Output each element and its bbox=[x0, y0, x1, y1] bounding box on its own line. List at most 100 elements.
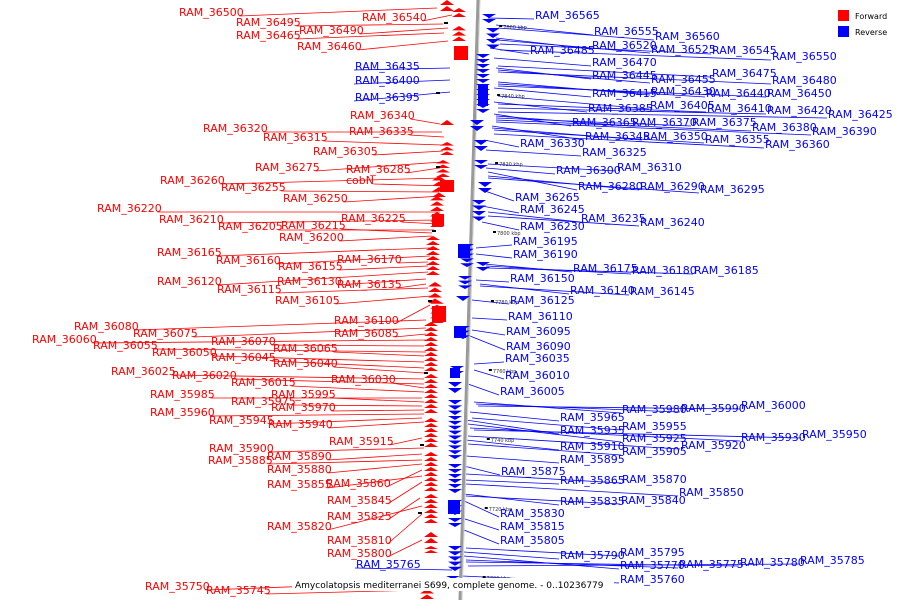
reverse-gene-label[interactable]: RAM_35930 bbox=[741, 431, 806, 444]
reverse-gene-label[interactable]: RAM_35905 bbox=[622, 445, 687, 458]
forward-gene-label[interactable]: RAM_36540 bbox=[362, 11, 427, 24]
reverse-gene-label[interactable]: RAM_36435 bbox=[355, 60, 420, 73]
reverse-gene-label[interactable]: RAM_36310 bbox=[617, 161, 682, 174]
reverse-gene-label[interactable]: RAM_35770 bbox=[620, 559, 685, 572]
forward-gene-label[interactable]: RAM_36340 bbox=[350, 109, 415, 122]
reverse-gene-label[interactable]: RAM_36180 bbox=[632, 264, 697, 277]
reverse-gene-label[interactable]: RAM_35920 bbox=[681, 439, 746, 452]
reverse-gene-label[interactable]: RAM_35805 bbox=[500, 534, 565, 547]
forward-gene-label[interactable]: RAM_35845 bbox=[327, 494, 392, 507]
forward-gene-label[interactable]: RAM_35880 bbox=[267, 463, 332, 476]
forward-gene-label[interactable]: RAM_35975 bbox=[231, 395, 296, 408]
forward-gene-label[interactable]: RAM_36275 bbox=[255, 161, 320, 174]
reverse-gene-label[interactable]: RAM_36410 bbox=[707, 102, 772, 115]
reverse-gene-label[interactable]: RAM_36150 bbox=[510, 272, 575, 285]
reverse-gene-label[interactable]: RAM_35955 bbox=[622, 420, 687, 433]
forward-gene-label[interactable]: RAM_36500 bbox=[179, 6, 244, 19]
reverse-gene-label[interactable]: RAM_35835 bbox=[560, 495, 625, 508]
forward-gene-label[interactable]: RAM_35940 bbox=[268, 418, 333, 431]
reverse-gene-label[interactable]: RAM_36455 bbox=[651, 73, 716, 86]
reverse-gene-label[interactable]: RAM_35980 bbox=[622, 403, 687, 416]
reverse-gene-label[interactable]: RAM_36450 bbox=[767, 87, 832, 100]
reverse-gene-label[interactable]: RAM_36345 bbox=[585, 130, 650, 143]
forward-gene-label[interactable]: RAM_36080 bbox=[74, 320, 139, 333]
forward-gene-label[interactable]: RAM_35995 bbox=[271, 388, 336, 401]
forward-gene-label[interactable]: RAM_36160 bbox=[216, 254, 281, 267]
reverse-gene-label[interactable]: RAM_36415 bbox=[592, 87, 657, 100]
forward-gene-label[interactable]: RAM_36465 bbox=[236, 29, 301, 42]
forward-gene-label[interactable]: RAM_36155 bbox=[278, 260, 343, 273]
reverse-gene-label[interactable]: RAM_35965 bbox=[560, 411, 625, 424]
reverse-gene-label[interactable]: RAM_36175 bbox=[573, 262, 638, 275]
reverse-gene-label[interactable]: RAM_36290 bbox=[640, 180, 705, 193]
forward-gene-label[interactable]: RAM_36315 bbox=[263, 131, 328, 144]
forward-gene-label[interactable]: RAM_35985 bbox=[150, 388, 215, 401]
reverse-gene-label[interactable]: RAM_36385 bbox=[588, 102, 653, 115]
reverse-gene-label[interactable]: RAM_36565 bbox=[535, 9, 600, 22]
reverse-gene-label[interactable]: RAM_36380 bbox=[752, 121, 817, 134]
forward-gene-label[interactable]: RAM_36225 bbox=[341, 212, 406, 225]
forward-gene-label[interactable]: RAM_35915 bbox=[329, 435, 394, 448]
forward-gene-label[interactable]: cobN bbox=[346, 174, 374, 187]
forward-gene-label[interactable]: RAM_35860 bbox=[326, 477, 391, 490]
reverse-gene-label[interactable]: RAM_35785 bbox=[800, 554, 865, 567]
forward-gene-label[interactable]: RAM_36100 bbox=[334, 314, 399, 327]
forward-gene-label[interactable]: RAM_35825 bbox=[327, 510, 392, 523]
forward-gene-label[interactable]: RAM_36335 bbox=[349, 125, 414, 138]
forward-gene-label[interactable]: RAM_35945 bbox=[209, 414, 274, 427]
reverse-gene-label[interactable]: RAM_36185 bbox=[694, 264, 759, 277]
forward-gene-label[interactable]: RAM_36075 bbox=[133, 327, 198, 340]
reverse-gene-label[interactable]: RAM_36400 bbox=[355, 74, 420, 87]
forward-gene-label[interactable]: RAM_35960 bbox=[150, 406, 215, 419]
reverse-gene-label[interactable]: RAM_36560 bbox=[655, 30, 720, 43]
reverse-gene-label[interactable]: RAM_35895 bbox=[560, 453, 625, 466]
reverse-gene-label[interactable]: RAM_36240 bbox=[640, 216, 705, 229]
reverse-gene-label[interactable]: RAM_36090 bbox=[506, 340, 571, 353]
reverse-gene-label[interactable]: RAM_36190 bbox=[513, 248, 578, 261]
forward-gene-label[interactable]: RAM_36260 bbox=[160, 174, 225, 187]
reverse-gene-label[interactable]: RAM_36440 bbox=[706, 87, 771, 100]
reverse-gene-label[interactable]: RAM_36195 bbox=[513, 235, 578, 248]
reverse-gene-label[interactable]: RAM_35795 bbox=[620, 546, 685, 559]
reverse-gene-label[interactable]: RAM_36360 bbox=[765, 138, 830, 151]
forward-gene-label[interactable]: RAM_36130 bbox=[277, 275, 342, 288]
reverse-gene-label[interactable]: RAM_36000 bbox=[741, 399, 806, 412]
reverse-gene-label[interactable]: RAM_36390 bbox=[812, 125, 877, 138]
reverse-gene-label[interactable]: RAM_36355 bbox=[705, 133, 770, 146]
forward-gene-label[interactable]: RAM_36055 bbox=[93, 339, 158, 352]
reverse-gene-label[interactable]: RAM_36330 bbox=[520, 137, 585, 150]
reverse-gene-label[interactable]: RAM_36325 bbox=[582, 146, 647, 159]
reverse-gene-label[interactable]: RAM_36140 bbox=[570, 284, 635, 297]
reverse-gene-label[interactable]: RAM_35830 bbox=[500, 507, 565, 520]
reverse-gene-label[interactable]: RAM_36545 bbox=[712, 44, 777, 57]
reverse-gene-label[interactable]: RAM_36005 bbox=[500, 385, 565, 398]
forward-gene-label[interactable]: RAM_35750 bbox=[145, 580, 210, 593]
reverse-gene-label[interactable]: RAM_36525 bbox=[651, 43, 716, 56]
reverse-gene-label[interactable]: RAM_36110 bbox=[508, 310, 573, 323]
forward-gene-label[interactable]: RAM_36460 bbox=[297, 40, 362, 53]
reverse-gene-label[interactable]: RAM_36370 bbox=[632, 116, 697, 129]
reverse-gene-label[interactable]: RAM_36420 bbox=[767, 104, 832, 117]
reverse-gene-label[interactable]: RAM_35870 bbox=[622, 473, 687, 486]
reverse-gene-label[interactable]: RAM_35910 bbox=[560, 440, 625, 453]
forward-gene-label[interactable]: RAM_36135 bbox=[337, 278, 402, 291]
forward-gene-label[interactable]: RAM_36045 bbox=[211, 351, 276, 364]
forward-gene-label[interactable]: RAM_36165 bbox=[157, 246, 222, 259]
forward-gene-label[interactable]: RAM_36220 bbox=[97, 202, 162, 215]
reverse-gene-label[interactable]: RAM_36365 bbox=[572, 116, 637, 129]
reverse-gene-label[interactable]: RAM_36520 bbox=[592, 39, 657, 52]
forward-gene-label[interactable]: RAM_36215 bbox=[281, 219, 346, 232]
forward-gene-label[interactable]: RAM_35800 bbox=[327, 547, 392, 560]
reverse-gene-label[interactable]: RAM_35875 bbox=[501, 465, 566, 478]
forward-gene-label[interactable]: RAM_35855 bbox=[267, 478, 332, 491]
reverse-gene-label[interactable]: RAM_36470 bbox=[592, 56, 657, 69]
forward-gene-label[interactable]: RAM_36040 bbox=[273, 357, 338, 370]
reverse-gene-label[interactable]: RAM_36475 bbox=[712, 67, 777, 80]
reverse-gene-label[interactable]: RAM_35790 bbox=[560, 549, 625, 562]
forward-gene-label[interactable]: RAM_36050 bbox=[152, 346, 217, 359]
reverse-gene-label[interactable]: RAM_35990 bbox=[681, 402, 746, 415]
reverse-gene-label[interactable]: RAM_36230 bbox=[520, 220, 585, 233]
forward-gene-label[interactable]: RAM_36200 bbox=[279, 231, 344, 244]
forward-gene-label[interactable]: RAM_35820 bbox=[267, 520, 332, 533]
reverse-gene-label[interactable]: RAM_35780 bbox=[740, 556, 805, 569]
